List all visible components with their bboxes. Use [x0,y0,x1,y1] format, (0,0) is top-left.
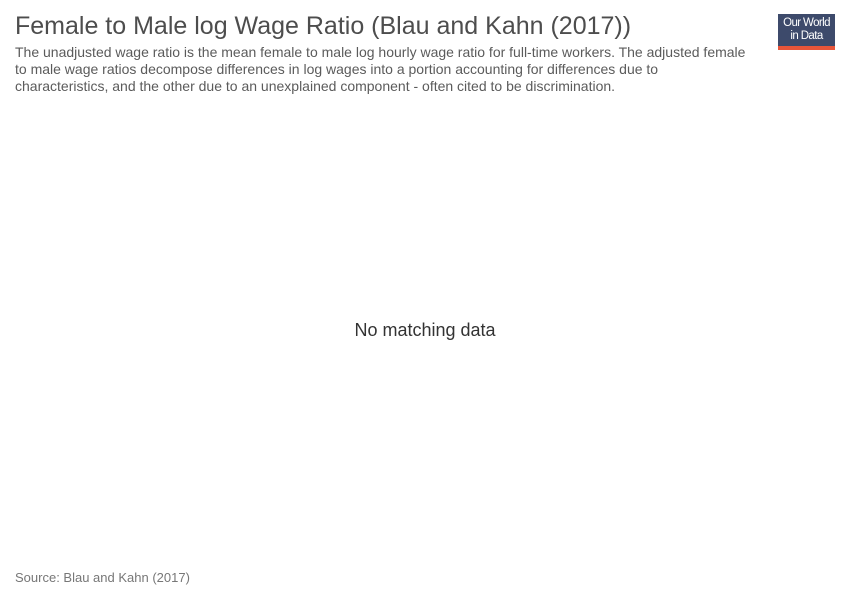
chart-area: No matching data [0,100,850,560]
source-note: Source: Blau and Kahn (2017) [15,570,190,585]
chart-header: Female to Male log Wage Ratio (Blau and … [15,10,755,95]
chart-subtitle: The unadjusted wage ratio is the mean fe… [15,44,746,94]
our-world-in-data-logo[interactable]: Our World in Data [778,14,835,50]
logo-line-2: in Data [790,30,823,42]
no-data-message: No matching data [354,320,496,340]
logo-line-1: Our World [783,17,830,29]
chart-title: Female to Male log Wage Ratio (Blau and … [15,12,632,40]
